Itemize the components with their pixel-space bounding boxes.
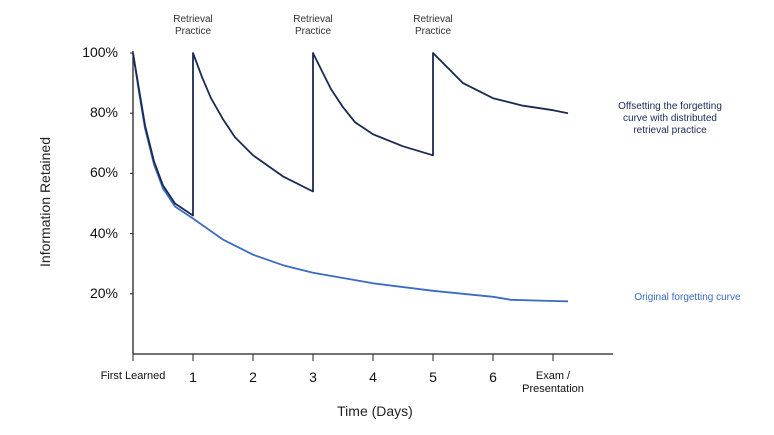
- x-axis-label: Time (Days): [337, 403, 413, 419]
- annotation: Retrieval Practice: [293, 14, 333, 37]
- y-tick-label: 40%: [89, 224, 118, 241]
- x-tick-label: 5: [429, 369, 437, 385]
- line-series: [132, 52, 569, 303]
- x-tick-label: 1: [189, 369, 197, 385]
- legend-label: Original forgetting curve: [634, 292, 741, 303]
- annotation: Retrieval Practice: [173, 14, 213, 37]
- x-tick-label: 4: [369, 369, 377, 385]
- annotation: Retrieval Practice: [413, 14, 453, 37]
- line-series: [132, 52, 569, 217]
- x-tick-label: 6: [489, 369, 497, 385]
- legend-label: Offsetting the forgetting curve with dis…: [618, 101, 722, 136]
- y-axis-label: Information Retained: [37, 137, 53, 267]
- x-tick-label: First Learned: [100, 370, 166, 382]
- x-tick-label: 2: [249, 369, 257, 385]
- x-tick-label: Exam / Presentation: [522, 370, 584, 395]
- x-tick-label: 3: [309, 369, 317, 385]
- y-tick-label: 60%: [89, 164, 118, 181]
- y-tick-label: 80%: [89, 104, 118, 121]
- y-tick-label: 20%: [89, 284, 118, 301]
- y-tick-label: 100%: [82, 44, 118, 60]
